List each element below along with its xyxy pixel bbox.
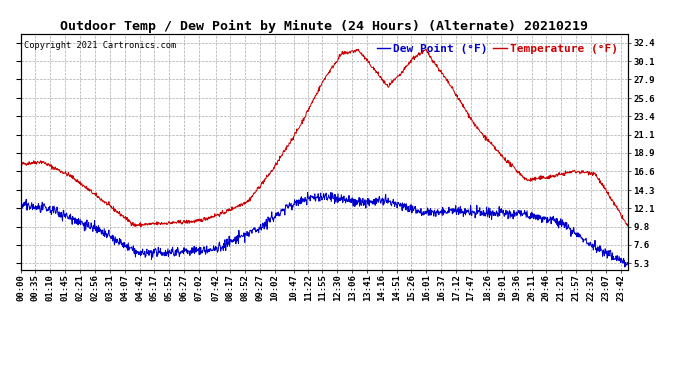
Title: Outdoor Temp / Dew Point by Minute (24 Hours) (Alternate) 20210219: Outdoor Temp / Dew Point by Minute (24 H… xyxy=(60,20,589,33)
Text: Copyright 2021 Cartronics.com: Copyright 2021 Cartronics.com xyxy=(23,41,176,50)
Legend: Dew Point (°F), Temperature (°F): Dew Point (°F), Temperature (°F) xyxy=(372,39,622,58)
